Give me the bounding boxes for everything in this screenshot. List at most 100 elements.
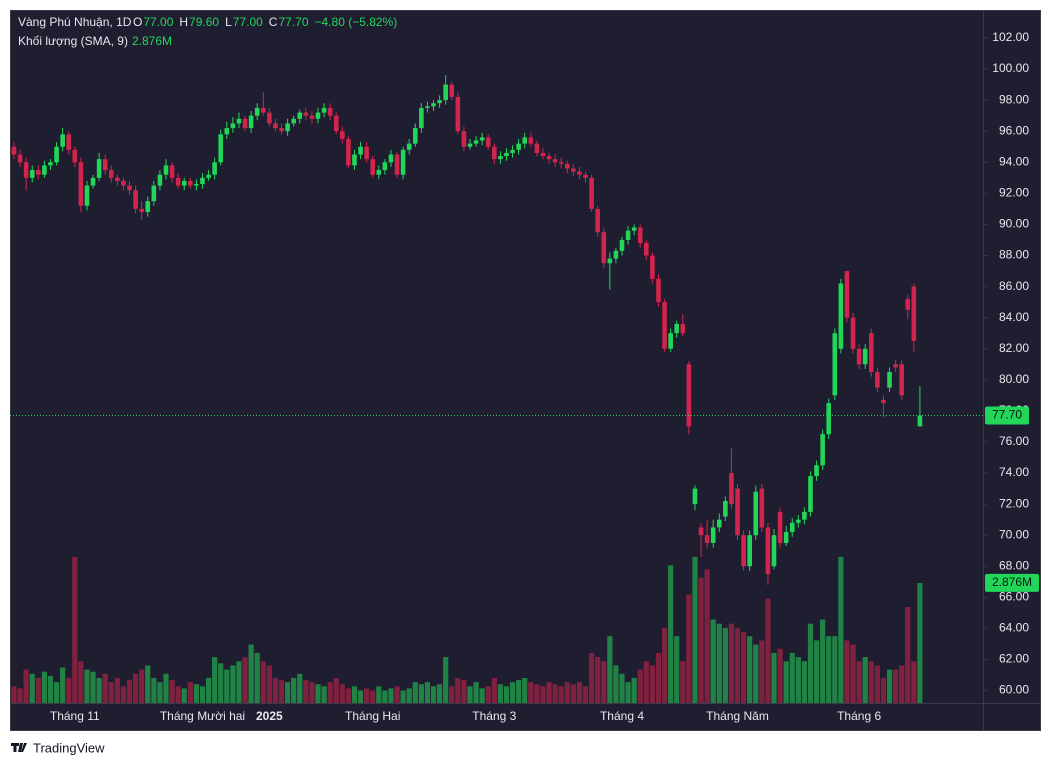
y-tick-label: 76.00 xyxy=(999,434,1029,448)
candle-body xyxy=(400,149,406,175)
candle-body xyxy=(625,230,631,240)
volume-bar xyxy=(66,677,72,703)
candle-body xyxy=(710,527,716,543)
candle-body xyxy=(650,255,655,279)
volume-bar xyxy=(917,582,923,703)
candle-body xyxy=(242,118,248,129)
candle-body xyxy=(388,154,394,163)
candle-body xyxy=(291,118,296,124)
volume-bar xyxy=(23,669,29,703)
y-tick-label: 98.00 xyxy=(999,92,1029,106)
candle-body xyxy=(765,527,771,575)
candle-body xyxy=(212,162,217,175)
volume-bar xyxy=(479,688,485,703)
volume-bar xyxy=(309,682,315,703)
volume-bar xyxy=(734,627,741,703)
candle-body xyxy=(54,146,59,163)
volume-bar xyxy=(169,680,175,703)
volume-bar xyxy=(509,682,516,703)
candle-body xyxy=(564,163,570,169)
candle-body xyxy=(346,138,351,166)
volume-bar xyxy=(589,652,595,703)
volume-bar xyxy=(321,686,327,703)
candle-body xyxy=(321,107,327,113)
volume-bar xyxy=(388,688,394,703)
candle-body xyxy=(254,107,260,116)
candle-body xyxy=(899,364,904,396)
candle-body xyxy=(875,372,880,388)
volume-bar xyxy=(686,594,692,703)
footer: TradingView xyxy=(33,740,105,755)
volume-bar xyxy=(765,598,771,703)
x-tick-label: 2025 xyxy=(256,709,283,723)
volume-bar xyxy=(661,627,668,703)
candle-body xyxy=(686,364,692,427)
volume-bar xyxy=(741,632,747,703)
candle-body xyxy=(72,149,78,163)
volume-bar xyxy=(783,661,789,703)
volume-bar xyxy=(406,688,412,703)
volume-bar xyxy=(84,669,90,703)
y-tick-label: 70.00 xyxy=(999,527,1029,541)
volume-bar xyxy=(315,684,321,703)
volume-bar xyxy=(254,652,260,703)
candle-body xyxy=(425,106,430,108)
candle-body xyxy=(188,180,193,186)
volume-bar xyxy=(467,686,473,703)
volume-bar xyxy=(777,648,783,703)
volume-bar xyxy=(899,665,905,703)
volume-bar xyxy=(807,623,814,703)
candle-body xyxy=(230,123,236,129)
candle-body xyxy=(273,123,278,129)
candle-body xyxy=(23,162,29,178)
candle-body xyxy=(656,278,661,303)
candle-body xyxy=(832,333,838,396)
candle-body xyxy=(498,156,503,160)
volume-bar xyxy=(297,673,303,703)
volume-bar xyxy=(503,686,510,703)
candle-body xyxy=(200,177,205,185)
volume-bar xyxy=(461,680,467,703)
candle-body xyxy=(437,100,442,104)
volume-bar xyxy=(595,657,601,703)
volume-bar xyxy=(327,682,333,703)
x-tick-label: Tháng Hai xyxy=(345,709,400,723)
candle-body xyxy=(917,415,923,427)
candle-body xyxy=(309,115,315,119)
volume-bar xyxy=(133,673,139,703)
candle-body xyxy=(412,128,418,144)
candle-body xyxy=(753,491,759,536)
ohlc-value: 77.00 xyxy=(143,15,173,29)
candle-body xyxy=(11,146,17,155)
volume-bar xyxy=(218,663,224,703)
candle-body xyxy=(115,177,120,181)
volume-bar xyxy=(96,677,102,703)
volume-bar xyxy=(78,661,84,703)
volume-bar xyxy=(716,623,722,703)
candle-body xyxy=(595,208,600,233)
volume-bar xyxy=(771,652,777,703)
volume-bar xyxy=(680,661,686,703)
y-tick-label: 94.00 xyxy=(999,154,1029,168)
volume-bar xyxy=(880,677,887,703)
candle-body xyxy=(802,511,807,520)
volume-bar xyxy=(497,684,503,703)
volume-bar xyxy=(911,661,917,703)
candle-body xyxy=(850,317,856,349)
x-tick-label: Tháng 6 xyxy=(837,709,881,723)
volume-bar xyxy=(564,682,570,703)
volume-bar xyxy=(643,661,649,703)
x-tick-label: Tháng Năm xyxy=(706,709,769,723)
volume-bar xyxy=(449,686,455,703)
volume-bar xyxy=(47,675,54,703)
candle-body xyxy=(333,115,339,132)
volume-bar xyxy=(193,684,199,703)
volume-bar xyxy=(364,688,370,703)
volume-bar xyxy=(747,636,753,703)
volume-bar xyxy=(60,667,66,703)
volume-bar xyxy=(759,640,765,703)
volume-bar xyxy=(473,682,479,703)
volume-bar xyxy=(145,665,151,703)
candle-body xyxy=(364,146,369,160)
volume-bar xyxy=(199,686,206,703)
